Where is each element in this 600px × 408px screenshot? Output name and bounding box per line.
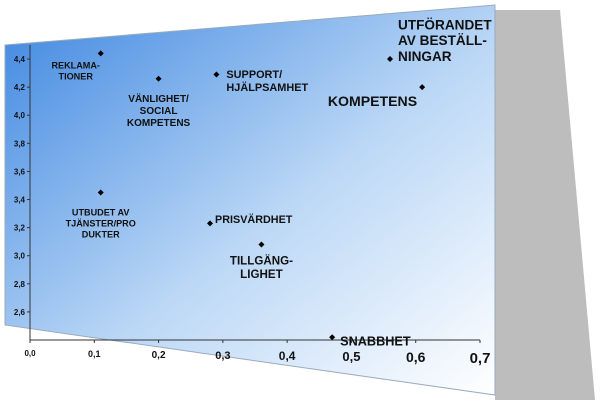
x-tick-label: 0,5 (342, 349, 360, 364)
x-tick-label: 0,7 (470, 350, 491, 367)
plot-background (4, 4, 496, 396)
point-label: KOMPETENS (328, 93, 417, 109)
point-label: LIGHET (240, 268, 283, 281)
point-label: KOMPETENS (127, 118, 191, 129)
point-label: TILLGÄNG- (230, 254, 293, 267)
point-label: HJÄLPSAMHET (226, 81, 308, 94)
point (387, 56, 393, 63)
y-tick-label: 3,6 (14, 167, 26, 176)
point-label: UTFÖRANDET (398, 18, 492, 33)
point-label: REKLAMA- (51, 60, 100, 70)
x-tick-label: 0,4 (279, 349, 296, 363)
x-tick-label: 0,0 (24, 349, 36, 358)
y-tick-label: 4,4 (14, 55, 26, 64)
y-tick-label: 3,0 (14, 252, 26, 261)
point-label: SNABBHET (340, 334, 411, 348)
x-tick-label: 0,3 (215, 350, 230, 362)
y-tick-label: 4,0 (14, 111, 26, 120)
y-tick-label: 4,2 (14, 83, 26, 92)
point-label: TJÄNSTER/PRO (66, 219, 136, 229)
shadow (495, 10, 595, 400)
x-tick-label: 0,2 (152, 350, 166, 361)
point-label: NINGAR (398, 49, 452, 64)
point-label: SOCIAL (140, 106, 178, 117)
y-tick-label: 3,8 (14, 139, 26, 148)
point (258, 241, 265, 248)
point (155, 75, 162, 82)
point (97, 189, 104, 196)
y-tick-label: 2,6 (14, 308, 26, 317)
y-tick-label: 2,8 (14, 280, 26, 289)
point-label: UTBUDET AV (72, 208, 130, 218)
point-label: AV BESTÄLL- (398, 33, 487, 48)
point-label: DUKTER (82, 230, 120, 240)
point (213, 71, 220, 78)
x-tick-label: 0,1 (88, 349, 101, 359)
y-tick-label: 3,4 (14, 196, 26, 205)
point-label: PRISVÄRDHET (215, 213, 293, 226)
point-label: SUPPORT/ (226, 69, 282, 81)
y-tick-label: 3,2 (14, 224, 26, 233)
point-label: TIONER (59, 72, 94, 82)
point (419, 84, 426, 91)
point (207, 220, 213, 227)
point-label: VÄNLIGHET/ (128, 92, 189, 105)
x-tick-label: 0,6 (406, 349, 426, 365)
point (97, 50, 104, 57)
point (329, 334, 336, 341)
